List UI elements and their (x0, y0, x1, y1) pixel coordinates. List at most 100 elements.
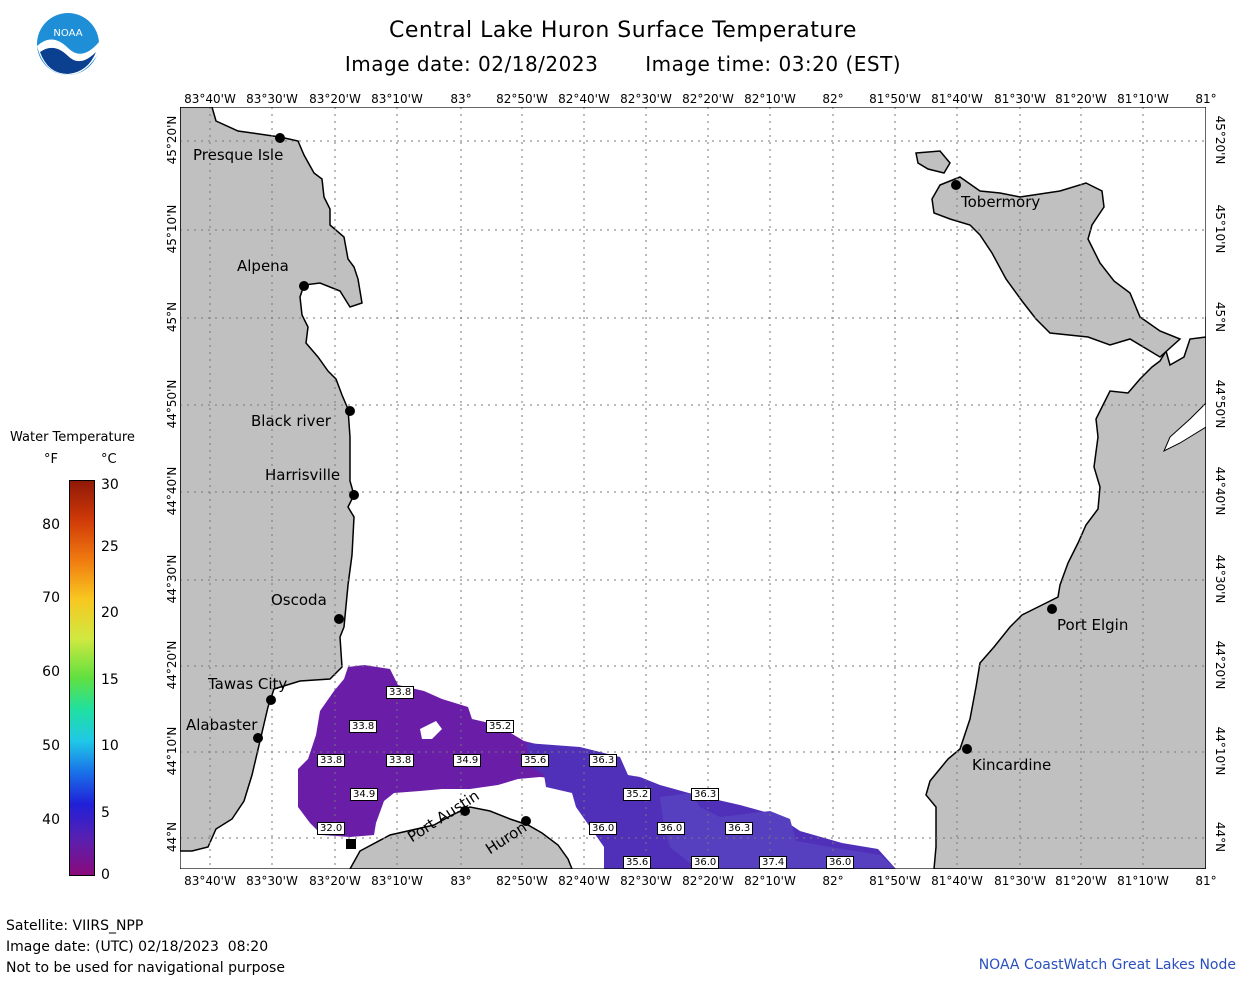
lat-label-left: 45°N (165, 301, 179, 333)
legend-f-tick: 80 (42, 517, 60, 533)
harrisville-marker (349, 490, 359, 500)
lat-label-left: 45°20'N (165, 115, 179, 165)
footer-info: Satellite: VIIRS_NPP Image date: (UTC) 0… (6, 916, 285, 979)
lon-label-top: 83°40'W (184, 92, 236, 106)
port-elgin-marker (1047, 604, 1057, 614)
legend-c-tick: 10 (101, 738, 119, 754)
temperature-value-label: 35.2 (486, 720, 515, 733)
lon-label-bottom: 82°40'W (558, 874, 610, 888)
legend-c-tick: 5 (101, 805, 110, 821)
city-kincardine: Kincardine (972, 756, 1052, 774)
city-oscoda: Oscoda (271, 591, 327, 609)
lat-label-right: 44°20'N (1213, 640, 1227, 690)
lon-label-bottom: 81°30'W (994, 874, 1046, 888)
lat-label-left: 44°10'N (165, 726, 179, 776)
presque-isle-marker (275, 133, 285, 143)
temperature-value-label: 36.3 (589, 754, 618, 767)
legend-c-tick: 20 (101, 605, 119, 621)
tobermory-marker (951, 180, 961, 190)
city-alpena: Alpena (237, 257, 289, 275)
lon-label-bottom: 81° (1195, 874, 1217, 888)
swath-pixel (346, 839, 356, 849)
alabaster-marker (253, 733, 263, 743)
lat-label-right: 45°20'N (1213, 115, 1227, 165)
city-port-elgin: Port Elgin (1057, 616, 1129, 634)
city-tawas-city: Tawas City (208, 675, 288, 693)
temperature-value-label: 36.3 (725, 822, 754, 835)
lon-label-bottom: 82°50'W (496, 874, 548, 888)
legend-f-tick: 60 (42, 664, 60, 680)
lon-label-bottom: 83°20'W (309, 874, 361, 888)
temperature-value-label: 33.8 (349, 720, 378, 733)
lon-label-top: 81°20'W (1055, 92, 1107, 106)
legend-f-tick: 70 (42, 590, 60, 606)
temperature-swath-west (298, 665, 632, 837)
legend-colorbar (69, 480, 95, 876)
lon-label-top: 82°20'W (682, 92, 734, 106)
lat-label-right: 44°30'N (1213, 554, 1227, 604)
flowerpot-island (915, 150, 951, 174)
lon-label-bottom: 81°40'W (931, 874, 983, 888)
lon-label-top: 83°10'W (371, 92, 423, 106)
tawas-city-marker (266, 695, 276, 705)
credit-label: NOAA CoastWatch Great Lakes Node (978, 957, 1236, 973)
lon-label-bottom: 82°20'W (682, 874, 734, 888)
lat-label-right: 44°N (1213, 821, 1227, 853)
ontario-land (925, 317, 1206, 869)
legend-c-tick: 25 (101, 539, 119, 555)
temperature-value-label: 34.9 (350, 788, 379, 801)
lon-label-bottom: 82°10'W (744, 874, 796, 888)
lat-label-left: 44°40'N (165, 466, 179, 516)
page-subtitle: Image date: 02/18/2023 Image time: 03:20… (0, 52, 1246, 76)
black-river-marker (345, 406, 355, 416)
page-title: Central Lake Huron Surface Temperature (389, 18, 857, 43)
city-markers (253, 133, 1057, 826)
lat-label-right: 44°10'N (1213, 726, 1227, 776)
kincardine-marker (962, 744, 972, 754)
swath-gap (420, 721, 442, 739)
city-harrisville: Harrisville (265, 466, 341, 484)
lon-label-top: 83°30'W (246, 92, 298, 106)
temperature-map[interactable] (180, 107, 1206, 869)
lat-lon-grid (180, 107, 1206, 869)
lon-label-bottom: 83°30'W (246, 874, 298, 888)
lon-label-top: 82° (822, 92, 844, 106)
city-tobermory: Tobermory (961, 193, 1041, 211)
lon-label-top: 83° (450, 92, 472, 106)
legend-c-tick: 15 (101, 672, 119, 688)
lon-label-top: 81°10'W (1117, 92, 1169, 106)
legend-c-tick: 30 (101, 477, 119, 493)
temperature-swath-east (660, 793, 896, 869)
temperature-value-label: 33.8 (386, 686, 415, 699)
temperature-value-label: 33.8 (386, 754, 415, 767)
lon-label-top: 82°30'W (620, 92, 672, 106)
legend-c-tick: 0 (101, 867, 110, 883)
noaa-logo: NOAA (36, 12, 100, 76)
temperature-value-label: 35.6 (623, 856, 652, 869)
lat-label-right: 45°10'N (1213, 204, 1227, 254)
navigation-warning: Not to be used for navigational purpose (6, 960, 285, 976)
legend-unit-c: °C (101, 452, 117, 467)
lon-label-top: 82°40'W (558, 92, 610, 106)
lon-label-top: 81°50'W (869, 92, 921, 106)
temperature-value-label: 34.9 (453, 754, 482, 767)
lon-label-bottom: 81°50'W (869, 874, 921, 888)
temperature-value-label: 37.4 (759, 856, 788, 869)
lon-label-bottom: 83° (450, 874, 472, 888)
lat-label-left: 44°N (165, 821, 179, 853)
temperature-value-label: 35.6 (521, 754, 550, 767)
ontario-inlet (1163, 402, 1206, 453)
temperature-value-label: 35.2 (623, 788, 652, 801)
lon-label-bottom: 81°20'W (1055, 874, 1107, 888)
alpena-marker (299, 281, 309, 291)
lon-label-bottom: 81°10'W (1117, 874, 1169, 888)
lon-label-top: 82°10'W (744, 92, 796, 106)
image-date: Image date: 02/18/2023 (344, 52, 599, 76)
lon-label-top: 82°50'W (496, 92, 548, 106)
legend-f-tick: 50 (42, 738, 60, 754)
lon-label-bottom: 83°40'W (184, 874, 236, 888)
city-black-river: Black river (251, 412, 331, 430)
lat-label-left: 44°30'N (165, 554, 179, 604)
temperature-value-label: 32.0 (317, 822, 346, 835)
city-presque-isle: Presque Isle (193, 146, 284, 164)
